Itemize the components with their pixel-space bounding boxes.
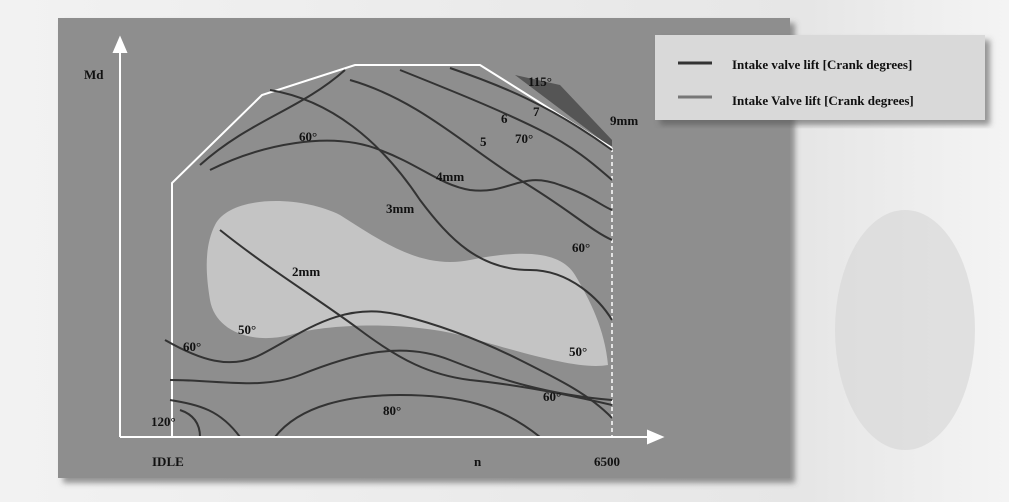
curve-label: 120° [151, 414, 176, 429]
background-wheel [835, 210, 975, 450]
legend-entry: Intake Valve lift [Crank degrees] [732, 93, 914, 108]
curve-label: 9mm [610, 113, 638, 128]
curve-label: 50° [569, 344, 587, 359]
page: Md IDLE n 6500 115° 7 6 9mm 70° 5 60° 4mm 3mm 60°… [0, 0, 1009, 502]
curve-label: 4mm [436, 169, 464, 184]
legend-entry: Intake valve lift [Crank degrees] [732, 57, 912, 72]
curve-label: 6 [501, 111, 508, 126]
curve-label: 70° [515, 131, 533, 146]
curve-label: 50° [238, 322, 256, 337]
curve-label: 5 [480, 134, 487, 149]
curve-label: 60° [299, 129, 317, 144]
curve-label: 60° [183, 339, 201, 354]
curve-label: 60° [543, 389, 561, 404]
y-axis-label: Md [84, 67, 104, 82]
curve-label: 60° [572, 240, 590, 255]
curve-label: 2mm [292, 264, 320, 279]
x-axis-label: n [474, 454, 482, 469]
curve-label: 3mm [386, 201, 414, 216]
curve-label: 7 [533, 104, 540, 119]
curve-label: 115° [528, 74, 552, 89]
curve-label: 80° [383, 403, 401, 418]
x-axis-label: IDLE [152, 454, 184, 469]
diagram: Md IDLE n 6500 115° 7 6 9mm 70° 5 60° 4mm 3mm 60°… [0, 0, 1009, 502]
x-axis-label: 6500 [594, 454, 620, 469]
